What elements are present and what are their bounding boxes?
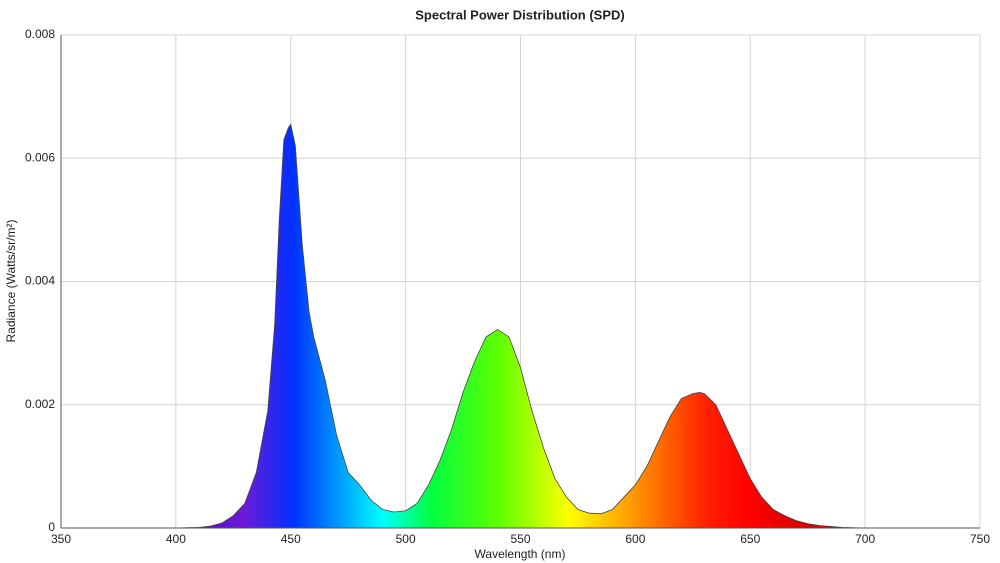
chart-title: Spectral Power Distribution (SPD) xyxy=(415,7,624,22)
x-tick-label: 450 xyxy=(281,532,301,546)
x-tick-label: 500 xyxy=(396,532,416,546)
x-tick-label: 750 xyxy=(970,532,990,546)
x-tick-label: 400 xyxy=(166,532,186,546)
y-tick-label: 0.002 xyxy=(25,397,55,411)
y-tick-label: 0 xyxy=(48,520,55,534)
x-tick-label: 700 xyxy=(855,532,875,546)
x-tick-label: 350 xyxy=(51,532,71,546)
y-tick-label: 0.008 xyxy=(25,27,55,41)
spectrum-line xyxy=(61,123,980,529)
area-fill xyxy=(61,124,980,529)
x-axis-label: Wavelength (nm) xyxy=(475,547,566,561)
x-tick-label: 550 xyxy=(510,532,530,546)
x-tick-label: 650 xyxy=(740,532,760,546)
y-tick-label: 0.004 xyxy=(25,274,55,288)
y-axis-label: Radiance (Watts/sr/m²) xyxy=(4,220,18,343)
x-tick-label: 600 xyxy=(625,532,645,546)
y-tick-label: 0.006 xyxy=(25,150,55,164)
